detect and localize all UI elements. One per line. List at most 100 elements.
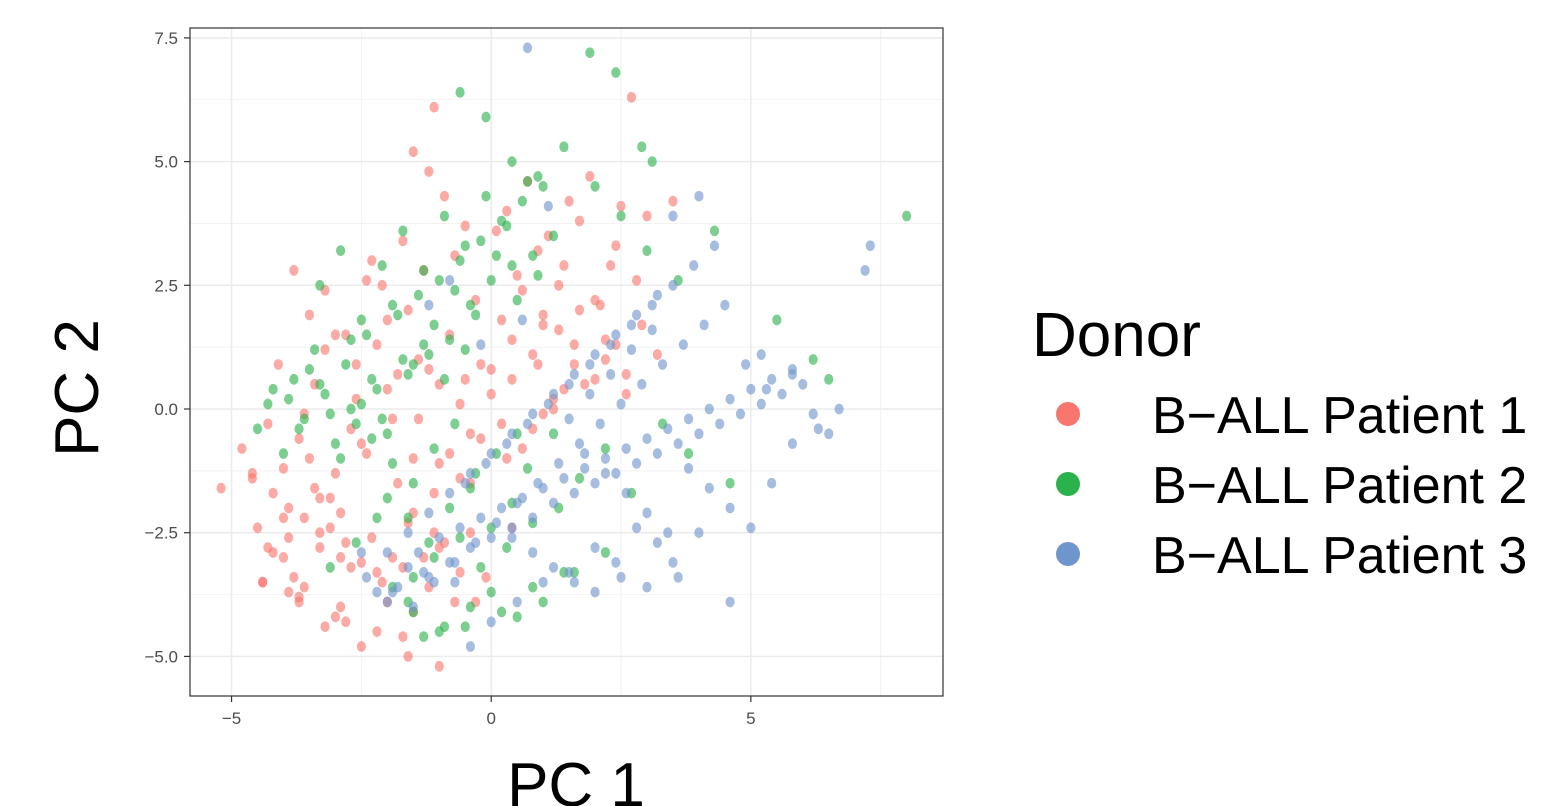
point-patient-1-27	[336, 507, 346, 519]
point-patient-2-24	[507, 260, 517, 271]
point-patient-1-157	[330, 611, 341, 623]
point-patient-1-111	[502, 453, 512, 464]
point-patient-1-42	[507, 373, 517, 385]
point-patient-1-91	[429, 487, 439, 499]
point-patient-2-29	[284, 393, 294, 405]
point-patient-2-48	[439, 210, 450, 222]
point-patient-3-25	[621, 443, 631, 454]
point-patient-3-124	[445, 274, 455, 286]
point-patient-3-29	[663, 423, 673, 435]
point-patient-3-94	[548, 388, 559, 400]
point-patient-2-66	[356, 398, 366, 410]
point-patient-3-73	[668, 279, 678, 291]
point-patient-1-49	[580, 378, 590, 390]
point-patient-2-55	[387, 458, 398, 469]
point-patient-1-3	[252, 522, 263, 534]
point-patient-3-92	[507, 428, 517, 440]
point-patient-2-41	[533, 270, 543, 281]
point-patient-2-15	[413, 289, 424, 301]
point-patient-1-114	[330, 329, 341, 341]
point-patient-1-57	[429, 101, 439, 113]
point-patient-2-18	[445, 334, 455, 346]
point-patient-1-98	[247, 467, 257, 479]
point-patient-3-45	[408, 601, 418, 613]
point-patient-1-33	[413, 413, 424, 425]
point-patient-1-56	[424, 166, 434, 177]
point-patient-1-99	[263, 542, 273, 553]
point-patient-3-9	[455, 522, 465, 534]
point-patient-3-20	[569, 487, 579, 499]
point-patient-2-51	[502, 220, 512, 232]
point-patient-3-110	[787, 438, 798, 450]
point-patient-2-107	[600, 443, 611, 454]
point-patient-2-42	[315, 279, 325, 291]
point-patient-1-59	[460, 220, 470, 232]
point-patient-2-49	[460, 240, 470, 252]
point-patient-1-89	[387, 413, 398, 425]
point-patient-2-11	[372, 383, 382, 395]
point-patient-2-32	[346, 334, 356, 346]
point-patient-3-67	[543, 398, 553, 410]
point-patient-3-134	[450, 576, 460, 588]
point-patient-2-80	[429, 552, 439, 563]
point-patient-2-122	[538, 596, 548, 608]
point-patient-2-100	[772, 314, 782, 326]
point-patient-3-43	[808, 408, 818, 420]
point-patient-3-35	[725, 393, 735, 405]
point-patient-3-91	[486, 448, 496, 459]
point-patient-2-35	[408, 359, 418, 370]
points-layer	[216, 42, 912, 672]
point-patient-2-112	[372, 512, 382, 524]
point-patient-1-38	[465, 428, 476, 440]
point-patient-1-128	[356, 557, 366, 568]
point-patient-1-1	[237, 443, 247, 454]
point-patient-2-56	[408, 477, 418, 489]
point-patient-2-8	[341, 359, 351, 370]
point-patient-2-104	[522, 462, 533, 474]
point-patient-3-133	[668, 557, 678, 568]
point-patient-1-115	[351, 359, 361, 370]
x-axis-title: PC 1	[507, 751, 645, 806]
point-patient-3-16	[528, 512, 538, 524]
y-tick-label-3: 2.5	[154, 276, 178, 295]
point-patient-2-114	[325, 561, 335, 573]
point-patient-3-13	[496, 502, 507, 514]
point-patient-3-107	[725, 502, 735, 514]
point-patient-3-127	[512, 596, 522, 608]
point-patient-2-5	[310, 344, 320, 356]
point-patient-3-27	[642, 433, 652, 445]
y-tick-label-0: −5.0	[144, 647, 178, 666]
point-patient-3-114	[865, 240, 875, 252]
point-patient-2-3	[289, 373, 299, 385]
point-patient-1-144	[554, 324, 564, 336]
point-patient-2-7	[330, 438, 341, 450]
point-patient-2-73	[403, 512, 413, 524]
point-patient-1-53	[621, 368, 631, 380]
point-patient-3-57	[657, 359, 668, 370]
point-patient-1-163	[284, 586, 294, 598]
series-patient-2	[252, 47, 912, 643]
point-patient-1-121	[486, 364, 496, 375]
point-patient-1-81	[606, 260, 616, 271]
point-patient-1-78	[554, 279, 564, 291]
point-patient-2-88	[507, 156, 517, 168]
point-patient-2-46	[398, 225, 408, 237]
point-patient-3-66	[522, 418, 533, 430]
point-patient-2-0	[252, 423, 263, 435]
y-tick-label-1: −2.5	[144, 524, 178, 543]
point-patient-1-14	[336, 552, 346, 563]
point-patient-3-24	[611, 467, 621, 479]
x-tick-label-2: 5	[746, 709, 755, 728]
point-patient-3-88	[424, 507, 434, 519]
point-patient-1-43	[517, 284, 527, 296]
point-patient-1-104	[346, 561, 356, 573]
legend-key-patient-2	[1056, 472, 1080, 496]
legend-key-patient-1	[1056, 402, 1080, 426]
point-patient-3-74	[689, 260, 699, 271]
point-patient-3-103	[642, 507, 652, 519]
point-patient-3-32	[694, 428, 704, 440]
point-patient-3-83	[652, 537, 662, 549]
point-patient-1-4	[263, 418, 273, 430]
point-patient-3-76	[507, 532, 517, 544]
point-patient-2-69	[419, 339, 429, 351]
